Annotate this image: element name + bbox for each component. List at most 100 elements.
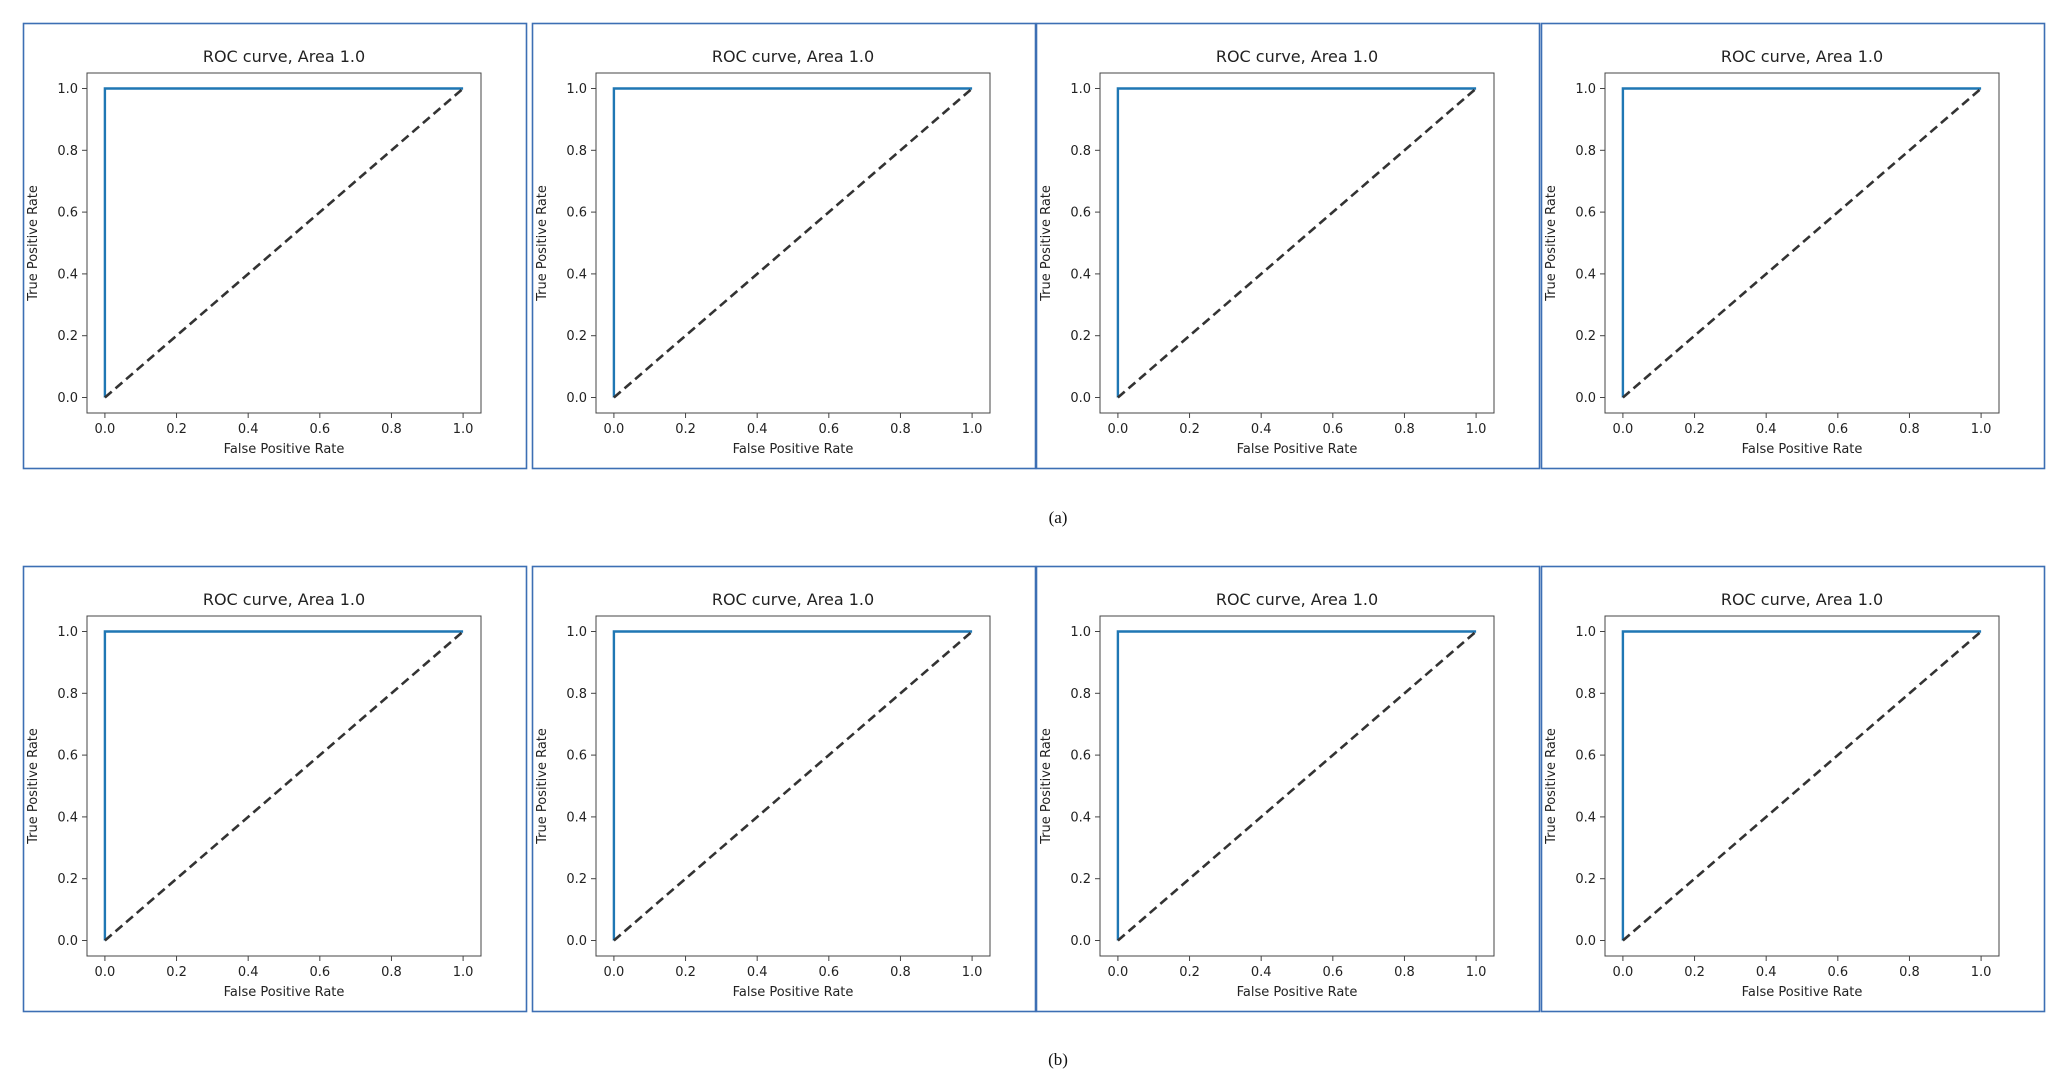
x-tick-label: 0.0 (604, 422, 625, 437)
panel-frame (1540, 22, 2046, 470)
x-tick-label: 0.4 (747, 965, 768, 980)
x-tick-label: 0.0 (1108, 422, 1129, 437)
panel-title: ROC curve, Area 1.0 (203, 590, 365, 609)
y-axis-label: True Positive Rate (1544, 185, 1559, 302)
panel-frame (1035, 22, 1541, 470)
x-tick-label: 0.2 (1684, 965, 1705, 980)
chance-line (613, 87, 973, 399)
x-tick-label: 0.2 (675, 965, 696, 980)
roc-panel-1: ROC curve, Area 1.0 0.0 0.2 0.4 0.6 0.8 1.0 0.0… (22, 22, 528, 470)
chance-line (1622, 87, 1982, 399)
y-tick-label: 0.4 (1070, 810, 1091, 825)
panel-title: ROC curve, Area 1.0 (1216, 47, 1378, 66)
y-tick-label: 1.0 (1575, 625, 1596, 640)
y-axis-label: True Positive Rate (1544, 728, 1559, 845)
roc-panel-6: ROC curve, Area 1.0 0.0 0.2 0.4 0.6 0.8 1.0 0.0… (531, 565, 1037, 1013)
y-tick-label: 0.2 (57, 872, 78, 887)
x-tick-label: 0.2 (675, 422, 696, 437)
x-tick-label: 0.6 (309, 965, 330, 980)
axes-frame (1099, 615, 1495, 957)
x-tick-label: 0.0 (604, 965, 625, 980)
y-tick-label: 1.0 (1575, 82, 1596, 97)
y-tick-label: 0.4 (57, 267, 78, 282)
x-tick-label: 0.8 (381, 422, 402, 437)
panel-frame (22, 565, 528, 1013)
panel-frame (22, 22, 528, 470)
roc-curve (1621, 630, 1982, 941)
roc-panel-7: ROC curve, Area 1.0 0.0 0.2 0.4 0.6 0.8 1.0 0.0… (1035, 565, 1541, 1013)
roc-panel-3: ROC curve, Area 1.0 0.0 0.2 0.4 0.6 0.8 1.0 0.0… (1035, 22, 1541, 470)
x-tick-label: 0.6 (1827, 965, 1848, 980)
x-tick-label: 0.8 (381, 965, 402, 980)
y-tick-label: 0.0 (1070, 391, 1091, 406)
x-tick-label: 0.2 (166, 422, 187, 437)
y-axis-label: True Positive Rate (26, 185, 41, 302)
y-tick-label: 0.2 (57, 329, 78, 344)
y-tick-label: 0.2 (1575, 872, 1596, 887)
y-axis-label: True Positive Rate (535, 728, 550, 845)
x-tick-label: 0.0 (1613, 965, 1634, 980)
y-tick-label: 0.0 (566, 391, 587, 406)
y-axis-label: True Positive Rate (1039, 728, 1054, 845)
x-tick-label: 0.4 (1251, 965, 1272, 980)
axes-frame (1099, 72, 1495, 414)
y-tick-label: 0.8 (1070, 687, 1091, 702)
x-axis-label: False Positive Rate (733, 985, 854, 1000)
x-axis-label: False Positive Rate (733, 442, 854, 457)
y-tick-label: 1.0 (1070, 625, 1091, 640)
y-tick-label: 0.0 (1070, 934, 1091, 949)
x-tick-label: 0.6 (818, 422, 839, 437)
x-tick-label: 0.2 (1179, 422, 1200, 437)
chance-line (1622, 630, 1982, 942)
caption-b: (b) (1048, 1050, 1068, 1069)
x-tick-label: 0.4 (1756, 422, 1777, 437)
y-tick-label: 0.0 (57, 934, 78, 949)
y-tick-label: 0.6 (1575, 206, 1596, 221)
y-tick-label: 1.0 (57, 82, 78, 97)
x-tick-label: 1.0 (962, 422, 983, 437)
panel-title: ROC curve, Area 1.0 (203, 47, 365, 66)
y-tick-label: 0.4 (1575, 810, 1596, 825)
y-tick-label: 0.4 (566, 810, 587, 825)
x-tick-label: 0.4 (1251, 422, 1272, 437)
y-tick-label: 0.6 (1070, 749, 1091, 764)
chance-line (1117, 630, 1477, 942)
y-tick-label: 0.8 (57, 687, 78, 702)
x-tick-label: 0.8 (890, 422, 911, 437)
chance-line (1117, 87, 1477, 399)
axes-frame (1604, 615, 2000, 957)
y-axis-label: True Positive Rate (26, 728, 41, 845)
x-tick-label: 0.2 (1179, 965, 1200, 980)
y-tick-label: 0.8 (1575, 687, 1596, 702)
y-tick-label: 1.0 (1070, 82, 1091, 97)
y-tick-label: 0.4 (57, 810, 78, 825)
roc-curve (612, 630, 973, 941)
x-tick-label: 1.0 (1971, 965, 1992, 980)
x-axis-label: False Positive Rate (224, 442, 345, 457)
x-axis-label: False Positive Rate (224, 985, 345, 1000)
y-tick-label: 0.6 (566, 749, 587, 764)
y-tick-label: 0.0 (57, 391, 78, 406)
panel-frame (1540, 565, 2046, 1013)
panel-title: ROC curve, Area 1.0 (1721, 590, 1883, 609)
y-tick-label: 0.2 (1070, 872, 1091, 887)
panel-title: ROC curve, Area 1.0 (1721, 47, 1883, 66)
x-tick-label: 0.0 (1613, 422, 1634, 437)
panel-title: ROC curve, Area 1.0 (1216, 590, 1378, 609)
axes-frame (86, 72, 482, 414)
y-tick-label: 0.2 (1070, 329, 1091, 344)
x-axis-label: False Positive Rate (1742, 985, 1863, 1000)
roc-curve (612, 87, 973, 398)
roc-curve (103, 87, 464, 398)
x-tick-label: 0.4 (747, 422, 768, 437)
y-tick-label: 0.6 (57, 749, 78, 764)
y-tick-label: 0.8 (1070, 144, 1091, 159)
y-axis-label: True Positive Rate (1039, 185, 1054, 302)
y-tick-label: 0.6 (57, 206, 78, 221)
x-tick-label: 0.0 (95, 965, 116, 980)
x-tick-label: 0.4 (1756, 965, 1777, 980)
y-tick-label: 0.8 (1575, 144, 1596, 159)
y-tick-label: 1.0 (566, 82, 587, 97)
x-tick-label: 1.0 (1971, 422, 1992, 437)
y-tick-label: 0.2 (566, 872, 587, 887)
